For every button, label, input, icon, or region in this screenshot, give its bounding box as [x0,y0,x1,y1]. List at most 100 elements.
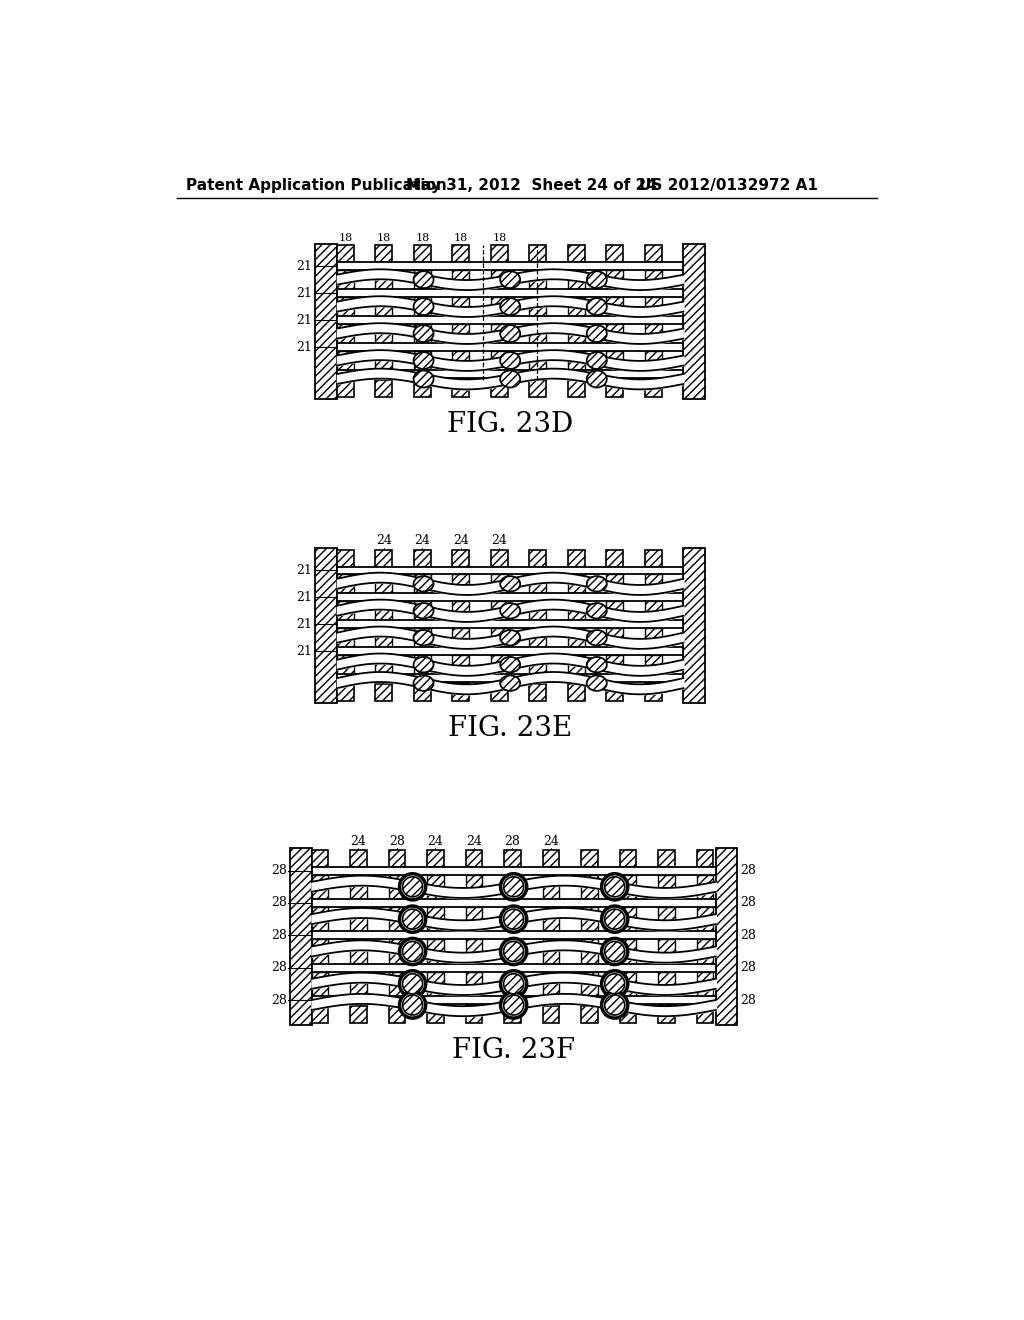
Bar [581,1005,598,1006]
Text: 28: 28 [271,929,287,942]
Circle shape [504,995,523,1015]
Bar [414,378,431,380]
Ellipse shape [414,630,433,645]
Bar [490,378,508,380]
Bar [466,1006,482,1023]
Bar [337,263,683,271]
Bar [529,378,547,380]
Ellipse shape [587,271,607,288]
Bar [645,601,662,620]
Bar [376,601,392,620]
Text: FIG. 23D: FIG. 23D [447,411,573,438]
Text: 28: 28 [740,929,757,942]
Ellipse shape [587,325,607,342]
Bar [581,972,598,997]
Bar [529,574,547,594]
Ellipse shape [414,371,433,388]
Ellipse shape [500,325,520,342]
Bar [696,907,714,932]
Text: 21: 21 [296,286,312,300]
Bar [683,548,705,702]
Bar [414,246,431,263]
Bar [311,875,329,899]
Bar [414,549,431,566]
Bar [427,972,444,997]
Text: 24: 24 [350,834,367,847]
Bar [696,972,714,997]
Bar [568,574,585,594]
Bar [337,343,683,351]
Bar [376,351,392,370]
Bar [504,907,521,932]
Bar [581,875,598,899]
Bar [568,271,585,289]
Bar [645,574,662,594]
Bar [337,289,683,297]
Bar [568,323,585,343]
Bar [337,378,354,380]
Bar [376,684,392,701]
Bar [350,907,367,932]
Ellipse shape [414,352,433,370]
Text: 24: 24 [492,535,507,548]
Circle shape [399,991,426,1018]
Circle shape [399,874,426,900]
Bar [490,574,508,594]
Circle shape [605,876,625,896]
Bar [620,1005,637,1006]
Bar [645,323,662,343]
Bar [490,549,508,566]
Bar [337,675,683,682]
Ellipse shape [587,576,607,591]
Bar [581,907,598,932]
Bar [581,850,598,867]
Ellipse shape [414,298,433,315]
Bar [311,932,716,940]
Bar [337,601,354,620]
Ellipse shape [500,676,520,690]
Bar [490,655,508,675]
Bar [337,370,683,378]
Bar [529,271,547,289]
Bar [606,655,624,675]
Circle shape [501,939,526,965]
Text: 28: 28 [271,865,287,878]
Bar [606,628,624,647]
Circle shape [605,974,625,994]
Bar [490,351,508,370]
Bar [453,351,469,370]
Bar [376,378,392,380]
Bar [645,378,662,380]
Bar [388,875,406,899]
Bar [568,655,585,675]
Text: US 2012/0132972 A1: US 2012/0132972 A1 [639,178,817,193]
Text: May 31, 2012  Sheet 24 of 24: May 31, 2012 Sheet 24 of 24 [407,178,657,193]
Circle shape [501,970,526,997]
Bar [645,682,662,684]
Bar [543,907,559,932]
Bar [529,297,547,317]
Bar [311,964,716,972]
Bar [337,246,354,263]
Bar [376,271,392,289]
Text: 24: 24 [415,535,430,548]
Text: 28: 28 [505,834,520,847]
Circle shape [602,906,628,932]
Bar [490,682,508,684]
Bar [696,1005,714,1006]
Circle shape [602,874,628,900]
Circle shape [501,991,526,1018]
Bar [645,271,662,289]
Bar [529,351,547,370]
Bar [453,380,469,397]
Bar [388,940,406,964]
Bar [337,655,354,675]
Bar [606,549,624,566]
Ellipse shape [414,603,433,619]
Bar [376,574,392,594]
Circle shape [399,939,426,965]
Bar [606,378,624,380]
Bar [504,850,521,867]
Bar [350,850,367,867]
Bar [490,380,508,397]
